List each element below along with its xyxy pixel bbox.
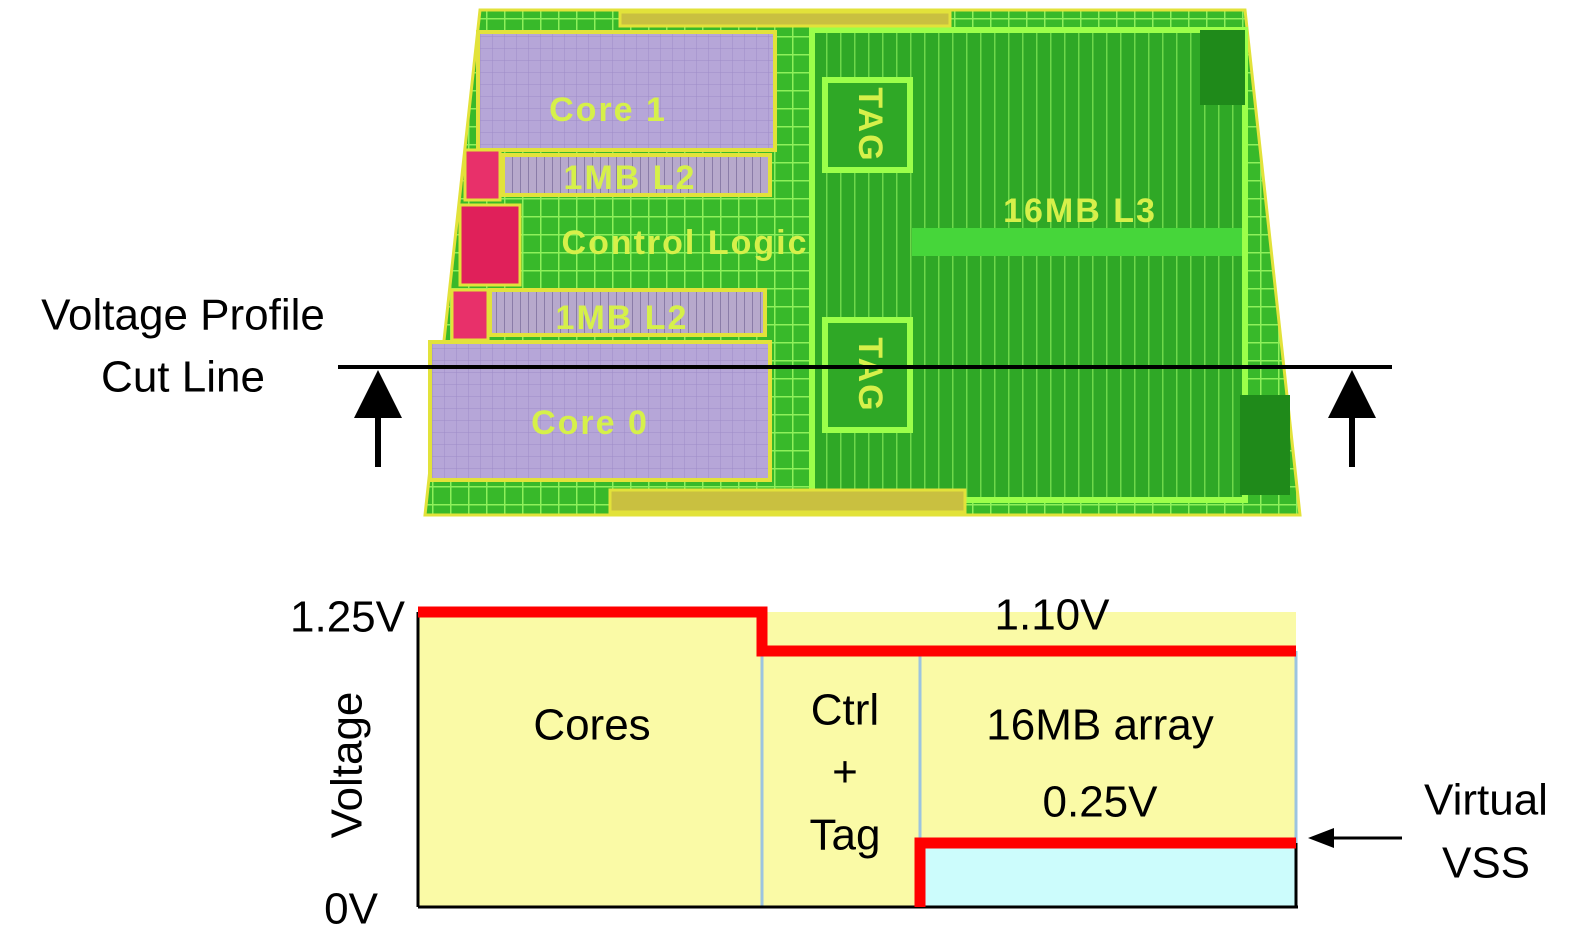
virtual-vss-region [920, 843, 1296, 907]
die-label: TAG [851, 337, 889, 412]
l3-spine [912, 228, 1242, 256]
region-label: Ctrl [811, 686, 879, 735]
io-block [452, 290, 488, 340]
die: Core 1 1MB L2 Control Logic 1MB L2 Core … [425, 10, 1300, 515]
region-label: 16MB array [986, 701, 1213, 750]
vss-label: VSS [1442, 839, 1530, 888]
arrow-head [1328, 370, 1376, 418]
die-label: 16MB L3 [1003, 192, 1157, 230]
level-label: 0.25V [1043, 778, 1159, 827]
arrow-head [354, 370, 402, 418]
io-block [465, 150, 500, 200]
cut-label: Voltage Profile [41, 291, 325, 340]
axis-label: Voltage [323, 692, 372, 839]
vss-arrow-head [1308, 828, 1334, 848]
level-label: 1.25V [290, 593, 406, 642]
region-label: Cores [533, 701, 650, 750]
die-label: Control Logic [562, 224, 809, 262]
die-label: 1MB L2 [556, 299, 689, 337]
profile: 1.25V 0V 1.10V Voltage Cores Ctrl + Tag … [290, 591, 1548, 934]
io-block [460, 205, 520, 285]
cut-label: Cut Line [101, 353, 265, 402]
die-label: 1MB L2 [564, 159, 697, 197]
die-label: Core 1 [549, 91, 667, 129]
fsb-pad [610, 490, 965, 512]
die-label: TAG [851, 87, 889, 162]
l3-corner [1240, 395, 1290, 495]
fsb-pad [620, 12, 950, 26]
vss-label: Virtual [1424, 776, 1548, 825]
page: Core 1 1MB L2 Control Logic 1MB L2 Core … [0, 0, 1594, 951]
level-label: 1.10V [995, 591, 1111, 640]
region-label: + [832, 748, 858, 797]
region-label: Tag [810, 811, 881, 860]
die-label: Core 0 [531, 404, 649, 442]
l3-corner [1200, 30, 1245, 105]
level-label: 0V [324, 885, 378, 934]
